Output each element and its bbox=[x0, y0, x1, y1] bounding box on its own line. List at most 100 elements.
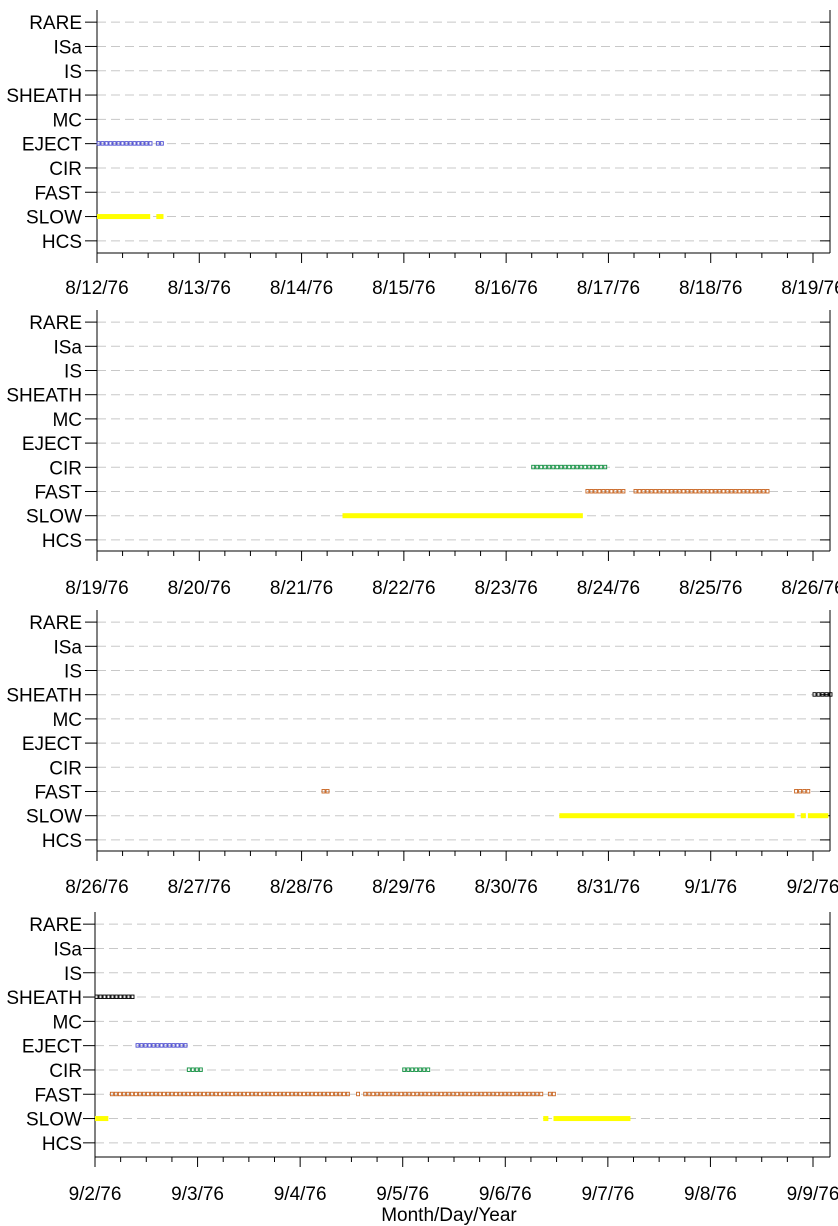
interval-marker bbox=[479, 1091, 484, 1097]
interval-marker bbox=[245, 1091, 250, 1097]
category-label: RARE bbox=[29, 13, 82, 34]
interval-marker bbox=[163, 1043, 168, 1048]
interval-marker bbox=[745, 489, 750, 494]
category-label: HCS bbox=[42, 531, 82, 552]
x-tick-label: 8/26/76 bbox=[781, 578, 838, 599]
interval-marker bbox=[685, 489, 690, 494]
interval-marker bbox=[637, 489, 642, 494]
interval-eject bbox=[135, 1043, 188, 1048]
interval-marker bbox=[129, 1091, 134, 1097]
interval-marker bbox=[491, 1091, 496, 1097]
interval-marker bbox=[356, 1091, 361, 1097]
category-label: SHEATH bbox=[6, 686, 82, 707]
interval-marker bbox=[139, 1043, 144, 1048]
category-label: FAST bbox=[34, 183, 82, 204]
interval-marker bbox=[117, 1091, 122, 1097]
interval-marker bbox=[112, 141, 117, 146]
interval-fast bbox=[547, 1091, 556, 1097]
interval-marker bbox=[383, 1091, 388, 1097]
interval-marker bbox=[406, 1067, 411, 1072]
interval-marker bbox=[153, 1091, 158, 1097]
interval-marker bbox=[443, 1091, 448, 1097]
interval-marker bbox=[321, 1091, 326, 1097]
interval-marker bbox=[94, 994, 99, 999]
interval-marker bbox=[399, 1091, 404, 1097]
interval-marker bbox=[587, 464, 592, 470]
interval-marker bbox=[451, 1091, 456, 1097]
interval-marker bbox=[665, 489, 670, 494]
interval-marker bbox=[391, 1091, 396, 1097]
interval-marker bbox=[179, 1043, 184, 1048]
panel-1: RARE ISa IS SHEATH MC EJECT CIR FAST SLOW HCS 8/12… bbox=[6, 10, 838, 299]
interval-marker bbox=[697, 489, 702, 494]
interval-slow bbox=[95, 1116, 109, 1122]
category-label: RARE bbox=[29, 915, 82, 936]
interval-marker bbox=[313, 1091, 318, 1097]
interval-marker bbox=[414, 1067, 419, 1072]
interval-marker bbox=[633, 489, 638, 494]
interval-marker bbox=[422, 1067, 427, 1072]
interval-slow bbox=[342, 513, 583, 519]
interval-marker bbox=[753, 489, 758, 494]
interval-marker bbox=[523, 1091, 528, 1097]
x-tick-label: 9/3/76 bbox=[171, 1184, 224, 1205]
interval-marker bbox=[167, 1043, 172, 1048]
interval-marker bbox=[321, 789, 326, 794]
interval-marker bbox=[277, 1091, 282, 1097]
interval-marker bbox=[387, 1091, 392, 1097]
interval-marker bbox=[435, 1091, 440, 1097]
interval-marker bbox=[555, 464, 560, 470]
x-tick-label: 8/12/76 bbox=[65, 278, 128, 299]
x-tick-label: 9/1/76 bbox=[684, 877, 737, 898]
interval-marker bbox=[198, 1067, 203, 1072]
x-tick-label: 8/25/76 bbox=[679, 578, 742, 599]
x-tick-label: 8/13/76 bbox=[168, 278, 231, 299]
category-label: ISa bbox=[53, 939, 82, 960]
interval-marker bbox=[820, 692, 825, 697]
interval-marker bbox=[108, 141, 113, 146]
interval-marker bbox=[237, 1091, 242, 1097]
interval-marker bbox=[98, 994, 103, 999]
interval-marker bbox=[459, 1091, 464, 1097]
interval-marker bbox=[169, 1091, 174, 1097]
interval-sheath bbox=[812, 692, 833, 697]
x-tick-label: 8/20/76 bbox=[168, 578, 231, 599]
x-tick-label: 8/26/76 bbox=[65, 877, 128, 898]
interval-slow bbox=[553, 1116, 631, 1122]
interval-marker bbox=[761, 489, 766, 494]
interval-marker bbox=[100, 141, 105, 146]
interval-marker bbox=[721, 489, 726, 494]
x-tick-label: 9/2/76 bbox=[787, 877, 838, 898]
x-tick-label: 8/21/76 bbox=[270, 578, 333, 599]
category-label: CIR bbox=[49, 458, 82, 479]
interval-marker bbox=[681, 489, 686, 494]
interval-marker bbox=[186, 1067, 191, 1072]
interval-marker bbox=[209, 1091, 214, 1097]
interval-marker bbox=[733, 489, 738, 494]
interval-marker bbox=[423, 1091, 428, 1097]
interval-marker bbox=[185, 1091, 190, 1097]
interval-marker bbox=[144, 141, 149, 146]
interval-marker bbox=[669, 489, 674, 494]
interval-marker bbox=[661, 489, 666, 494]
category-label: IS bbox=[64, 362, 82, 383]
interval-marker bbox=[102, 994, 107, 999]
interval-marker bbox=[363, 1091, 368, 1097]
interval-marker bbox=[511, 1091, 516, 1097]
interval-slow bbox=[543, 1116, 549, 1122]
interval-marker bbox=[371, 1091, 376, 1097]
category-label: ISa bbox=[53, 37, 82, 58]
interval-marker bbox=[645, 489, 650, 494]
x-tick-label: 8/27/76 bbox=[168, 877, 231, 898]
interval-marker bbox=[159, 1043, 164, 1048]
panel-2: RARE ISa IS SHEATH MC EJECT CIR FAST SLOW HCS 8/19… bbox=[6, 310, 838, 599]
interval-marker bbox=[499, 1091, 504, 1097]
interval-marker bbox=[124, 141, 129, 146]
interval-marker bbox=[261, 1091, 266, 1097]
interval-marker bbox=[177, 1091, 182, 1097]
interval-marker bbox=[621, 489, 626, 494]
interval-marker bbox=[705, 489, 710, 494]
category-label: RARE bbox=[29, 613, 82, 634]
interval-marker bbox=[455, 1091, 460, 1097]
interval-marker bbox=[109, 1091, 114, 1097]
